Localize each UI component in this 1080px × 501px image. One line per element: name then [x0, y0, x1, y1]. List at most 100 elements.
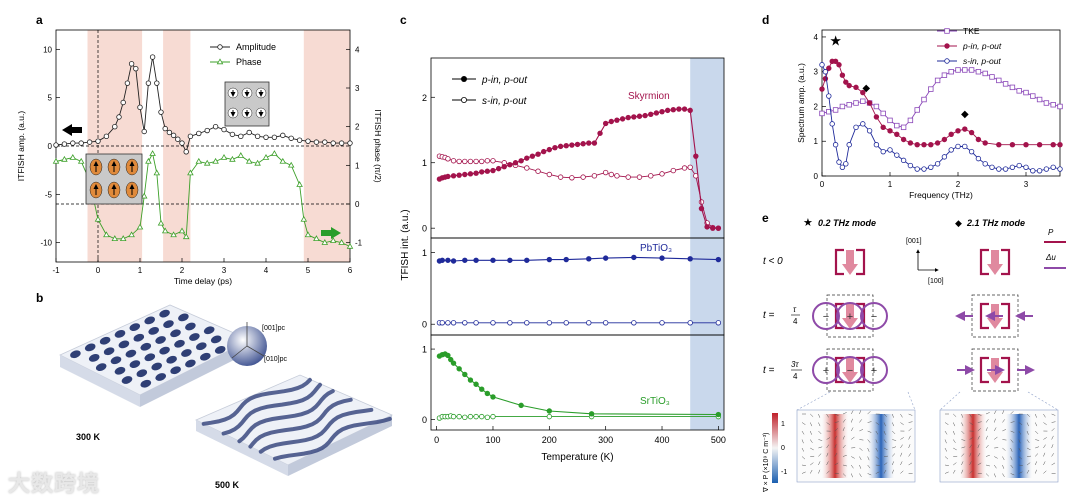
phase-point: [178, 227, 186, 234]
quiver-arrow: [867, 456, 870, 461]
p-in-p-out-point: [586, 140, 592, 146]
s-in-p-out-point: [602, 169, 609, 176]
quiver-arrow: [818, 430, 822, 435]
phase-point: [237, 152, 245, 158]
quiver-arrow: [818, 413, 821, 418]
series-0-point: [1043, 100, 1050, 106]
p-in-p-out-point: [512, 160, 519, 166]
series-0-point: [928, 86, 934, 92]
quiver-arrow: [993, 473, 996, 478]
quiver-arrow: [1035, 430, 1039, 435]
s-in-p-out-point: [462, 414, 468, 421]
rotation-circle: [860, 356, 888, 384]
p-in-p-out-point: [450, 258, 457, 264]
series-1-point: [846, 82, 852, 89]
quiver-arrow: [1043, 444, 1046, 449]
quiver-arrow: [859, 410, 862, 415]
series-1-point: [975, 136, 982, 143]
p-in-p-out-point: [614, 117, 620, 123]
p-in-p-out-point: [450, 173, 457, 179]
panel-label-c: c: [400, 13, 407, 27]
p-in-p-out-point: [439, 257, 445, 263]
quiver-arrow: [842, 419, 846, 423]
phase-point: [182, 233, 190, 240]
amplitude-point: [86, 139, 93, 145]
legend-p-label: P: [1048, 228, 1054, 237]
p-in-p-out-point: [450, 360, 457, 366]
y-tick-label: 1: [422, 158, 427, 168]
y-tick-label: 5: [48, 94, 53, 103]
quiver-arrow: [969, 461, 972, 466]
amplitude-point: [162, 125, 168, 132]
series-0-point: [853, 100, 859, 106]
skyrmion-dot: [181, 349, 192, 357]
p-in-p-out-point: [490, 394, 496, 400]
series-1-point: [860, 89, 866, 96]
quiver-arrow: [977, 452, 981, 457]
quiver-arrow: [908, 428, 912, 432]
quiver-arrow: [908, 413, 913, 416]
quiver-arrow: [900, 444, 903, 449]
series-2-point: [853, 124, 859, 131]
phase-point: [103, 231, 110, 238]
amplitude-point: [149, 54, 156, 60]
skyrmion-dot: [114, 330, 126, 338]
quiver-arrow: [875, 456, 880, 460]
quiver-arrow: [867, 473, 872, 476]
quiver-arrow: [801, 464, 806, 466]
y-tick-label: 0: [422, 224, 427, 234]
x-axis-label: Frequency (THz): [909, 190, 973, 200]
amplitude-point: [254, 133, 261, 140]
p-in-p-out-point: [552, 144, 558, 151]
quiver-arrow: [1026, 439, 1030, 443]
quiver-arrow: [952, 469, 956, 474]
phase-point: [229, 155, 236, 162]
row-label-3tau4-prefix: t =: [763, 365, 775, 376]
mode-02-title: 0.2 THz mode: [818, 218, 876, 228]
unit-frame: [826, 294, 874, 338]
amplitude-point: [133, 65, 139, 72]
quiver-arrow: [908, 435, 911, 440]
quiver-arrow: [826, 470, 830, 474]
central-polarization-arrow: [842, 358, 858, 383]
skyrmion-dot: [199, 352, 211, 361]
series-2-point: [836, 159, 842, 165]
p-in-p-out-line: [439, 108, 719, 229]
domain-unit: [955, 294, 1033, 338]
series-2-point: [819, 62, 825, 68]
quiver-arrow: [1010, 473, 1015, 476]
series-2-point: [866, 128, 873, 134]
quiver-arrow: [1034, 422, 1038, 427]
s-in-p-out-point: [473, 158, 479, 165]
y-axis-label: Spectrum amp. (a.u.): [796, 63, 806, 143]
legend-du-label: Δu: [1045, 253, 1056, 262]
quiver-arrow: [969, 444, 973, 449]
series-2-point: [975, 155, 982, 162]
domain-unit: [957, 348, 1035, 392]
panel-label-d: d: [762, 13, 769, 27]
quiver-arrow: [1010, 456, 1013, 461]
rotation-sign: +: [823, 365, 829, 377]
p-in-p-out-point: [653, 110, 660, 116]
series-2-point: [928, 164, 934, 171]
p-in-p-out-line: [439, 256, 719, 262]
rotation-circle: [836, 356, 864, 384]
domain-unit: [834, 248, 866, 276]
series-0-point: [1023, 89, 1029, 96]
slab-500k-front: [196, 420, 288, 476]
quiver-arrow: [826, 461, 829, 466]
p-in-p-out-point: [445, 173, 451, 180]
series-2-point: [1030, 168, 1036, 174]
domain-stripe: [201, 377, 312, 426]
amplitude-point: [280, 132, 286, 139]
y-tick-label: 0: [422, 415, 427, 425]
x-tick-label: 2: [956, 180, 961, 189]
skyrmion-dot: [195, 342, 207, 351]
series-0-point: [1002, 81, 1009, 87]
quiver-arrow: [900, 413, 903, 418]
legend-marker: [461, 76, 467, 82]
p-in-p-out-point: [591, 140, 598, 146]
phase-point: [77, 157, 85, 164]
legend-a: Amplitude Phase: [210, 42, 276, 67]
slab-300k-front: [60, 355, 140, 407]
